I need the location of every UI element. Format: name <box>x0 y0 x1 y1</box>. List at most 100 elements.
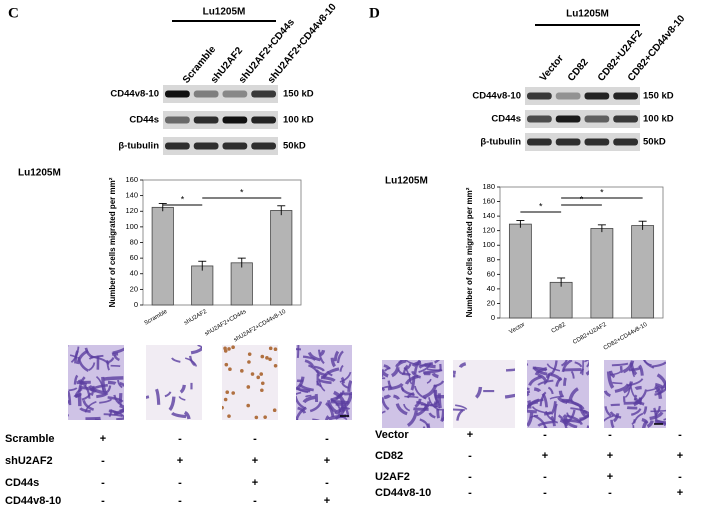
blot-label: CD44s <box>129 115 159 126</box>
cell-mark: - <box>468 471 472 483</box>
blot-band <box>555 115 581 123</box>
cell <box>664 381 666 385</box>
y-tick-label: 160 <box>482 197 495 206</box>
blot-band <box>613 115 638 123</box>
cell-dot <box>268 346 273 351</box>
micrograph <box>453 360 515 428</box>
blot-strip <box>525 110 640 128</box>
cell <box>453 370 456 375</box>
cell <box>296 418 299 420</box>
y-tick-label: 160 <box>125 175 138 184</box>
blot-band <box>584 92 610 100</box>
cell-mark: + <box>324 495 330 505</box>
cell <box>83 384 91 399</box>
cell <box>527 363 529 366</box>
cell <box>197 345 202 349</box>
cell <box>90 385 95 397</box>
cell <box>330 357 337 368</box>
cell <box>164 391 172 398</box>
blot-band <box>251 116 276 124</box>
error-bar <box>277 205 286 216</box>
cell <box>82 399 95 411</box>
cell <box>641 417 649 424</box>
cell-mark: - <box>253 495 257 505</box>
y-axis-label: Number of cells migrated per mm² <box>108 177 117 307</box>
cell <box>94 418 102 420</box>
bar <box>631 225 655 319</box>
cell <box>406 410 418 427</box>
cell <box>307 351 321 362</box>
cell <box>309 401 323 413</box>
cell <box>630 408 642 416</box>
cell <box>543 425 548 428</box>
cell <box>110 364 121 367</box>
cell <box>529 401 539 407</box>
cell-dot <box>223 397 228 402</box>
chart-label: Lu1205M <box>18 168 61 179</box>
cell <box>642 406 648 415</box>
cell <box>606 371 615 389</box>
cell <box>73 392 82 398</box>
cell <box>428 412 436 419</box>
blot-band <box>222 116 248 124</box>
blot-band <box>165 90 190 98</box>
blot-size: 100 kD <box>283 115 314 126</box>
cell <box>408 373 413 385</box>
cell <box>558 390 564 398</box>
cell <box>546 363 561 372</box>
cell <box>84 347 94 359</box>
y-tick-label: 100 <box>482 240 495 249</box>
blot-strip <box>163 85 278 103</box>
cell-dot <box>259 372 264 376</box>
cell <box>653 407 658 422</box>
blot-band <box>193 142 219 150</box>
blot-band <box>527 138 552 146</box>
cell <box>570 370 575 379</box>
cell <box>527 400 532 409</box>
blot-band <box>193 116 219 124</box>
blot-band <box>193 90 219 98</box>
cell <box>656 419 666 427</box>
cell <box>103 413 123 418</box>
x-tick-label: Scramble <box>144 309 170 327</box>
cell <box>179 384 186 394</box>
cell <box>550 360 558 375</box>
cell <box>312 418 320 420</box>
cell <box>566 414 583 426</box>
cell <box>581 360 584 376</box>
bar <box>191 265 214 306</box>
y-tick-label: 100 <box>125 222 138 231</box>
cell <box>404 360 424 367</box>
y-tick-label: 140 <box>482 211 495 220</box>
cell <box>404 363 412 371</box>
cell <box>545 372 552 379</box>
cell <box>391 366 400 378</box>
micrograph <box>222 345 278 420</box>
cell <box>426 368 443 372</box>
y-tick-label: 60 <box>130 253 138 262</box>
cell <box>422 425 426 428</box>
error-bar <box>198 260 207 271</box>
chart-label: Lu1205M <box>385 176 428 187</box>
cell <box>116 417 124 420</box>
cell <box>404 395 419 399</box>
cell <box>622 381 634 394</box>
cell <box>586 425 589 428</box>
cell-mark: - <box>543 429 547 441</box>
cell <box>88 362 96 371</box>
cell <box>73 374 79 385</box>
cell <box>662 383 666 391</box>
cell <box>89 383 108 392</box>
cell <box>544 411 553 416</box>
micrograph-cells <box>146 345 202 420</box>
cell <box>74 350 79 364</box>
cell <box>184 357 198 367</box>
cell <box>320 375 336 383</box>
cell <box>333 390 347 407</box>
cell <box>105 385 112 394</box>
cell <box>99 398 113 404</box>
cell-dot <box>222 405 224 410</box>
cell-mark: + <box>607 471 613 483</box>
cell <box>609 370 616 379</box>
cell <box>649 411 664 421</box>
